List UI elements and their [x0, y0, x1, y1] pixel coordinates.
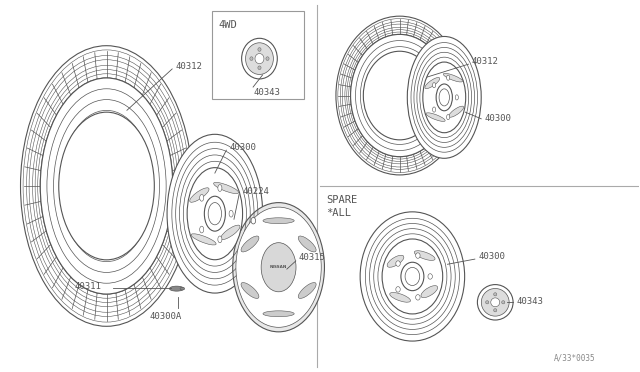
Ellipse shape — [351, 35, 449, 157]
Ellipse shape — [218, 236, 222, 243]
Ellipse shape — [447, 115, 450, 120]
Ellipse shape — [191, 234, 216, 245]
Text: NISSAN: NISSAN — [270, 265, 287, 269]
Ellipse shape — [236, 207, 321, 327]
Text: A/33*0035: A/33*0035 — [554, 353, 596, 362]
Ellipse shape — [200, 226, 204, 233]
Ellipse shape — [401, 262, 424, 291]
Text: 40224: 40224 — [243, 187, 269, 196]
Ellipse shape — [421, 286, 438, 298]
Ellipse shape — [229, 210, 233, 217]
Ellipse shape — [364, 51, 436, 140]
Ellipse shape — [255, 54, 264, 64]
Ellipse shape — [351, 35, 449, 157]
Ellipse shape — [258, 48, 261, 51]
Ellipse shape — [258, 66, 261, 70]
Ellipse shape — [455, 95, 458, 100]
Ellipse shape — [382, 239, 443, 314]
Ellipse shape — [481, 288, 509, 316]
Ellipse shape — [214, 182, 239, 193]
Text: 40315: 40315 — [299, 253, 326, 263]
Ellipse shape — [360, 46, 439, 144]
Ellipse shape — [390, 292, 410, 302]
Text: 40343: 40343 — [253, 88, 280, 97]
Ellipse shape — [425, 77, 440, 89]
Text: 40300: 40300 — [478, 251, 505, 261]
Ellipse shape — [415, 295, 420, 300]
Ellipse shape — [233, 203, 324, 332]
Ellipse shape — [20, 46, 193, 326]
Ellipse shape — [200, 195, 204, 201]
Text: 40343: 40343 — [516, 297, 543, 306]
Ellipse shape — [370, 59, 429, 132]
Ellipse shape — [491, 298, 500, 307]
Ellipse shape — [298, 236, 316, 252]
Ellipse shape — [447, 75, 450, 80]
Ellipse shape — [40, 78, 173, 294]
Ellipse shape — [187, 168, 243, 260]
Text: 40311: 40311 — [75, 282, 102, 291]
Ellipse shape — [423, 62, 466, 133]
Ellipse shape — [263, 218, 294, 224]
Ellipse shape — [428, 274, 433, 279]
Ellipse shape — [396, 287, 400, 292]
Ellipse shape — [241, 282, 259, 298]
Ellipse shape — [449, 106, 463, 117]
Ellipse shape — [54, 100, 159, 272]
Ellipse shape — [355, 41, 444, 151]
Text: 40312: 40312 — [472, 57, 499, 66]
Ellipse shape — [242, 38, 277, 79]
Ellipse shape — [266, 57, 269, 60]
Ellipse shape — [204, 196, 225, 231]
Text: *ALL: *ALL — [326, 208, 351, 218]
Ellipse shape — [251, 218, 255, 224]
Ellipse shape — [60, 110, 153, 262]
Ellipse shape — [444, 73, 463, 82]
Ellipse shape — [365, 53, 434, 138]
Text: 4WD: 4WD — [218, 20, 237, 30]
Text: 40300A: 40300A — [150, 311, 182, 321]
Ellipse shape — [180, 287, 185, 290]
Text: 40312: 40312 — [175, 61, 202, 71]
Ellipse shape — [396, 261, 400, 266]
FancyBboxPatch shape — [212, 11, 304, 99]
Ellipse shape — [360, 212, 465, 341]
Ellipse shape — [415, 253, 420, 258]
Ellipse shape — [493, 293, 497, 296]
Ellipse shape — [250, 57, 253, 60]
Ellipse shape — [414, 251, 435, 260]
Ellipse shape — [477, 285, 513, 320]
Ellipse shape — [189, 188, 209, 202]
Text: 40300: 40300 — [484, 114, 511, 123]
Ellipse shape — [407, 36, 481, 158]
Ellipse shape — [298, 282, 316, 298]
Ellipse shape — [387, 255, 404, 267]
Ellipse shape — [493, 309, 497, 312]
Ellipse shape — [59, 112, 154, 260]
Ellipse shape — [246, 43, 273, 74]
Ellipse shape — [263, 311, 294, 317]
Ellipse shape — [167, 134, 262, 293]
Ellipse shape — [426, 113, 445, 121]
Ellipse shape — [47, 89, 166, 283]
Ellipse shape — [218, 185, 222, 192]
Ellipse shape — [433, 83, 436, 88]
Ellipse shape — [40, 78, 173, 294]
Ellipse shape — [336, 16, 463, 175]
Ellipse shape — [261, 243, 296, 292]
Ellipse shape — [241, 236, 259, 252]
Ellipse shape — [502, 301, 505, 304]
Ellipse shape — [486, 301, 489, 304]
Text: SPARE: SPARE — [326, 195, 358, 205]
Ellipse shape — [67, 121, 147, 251]
Ellipse shape — [221, 225, 240, 240]
Ellipse shape — [170, 286, 184, 291]
Text: 40300: 40300 — [230, 143, 257, 152]
Ellipse shape — [433, 107, 436, 112]
Ellipse shape — [436, 84, 452, 111]
